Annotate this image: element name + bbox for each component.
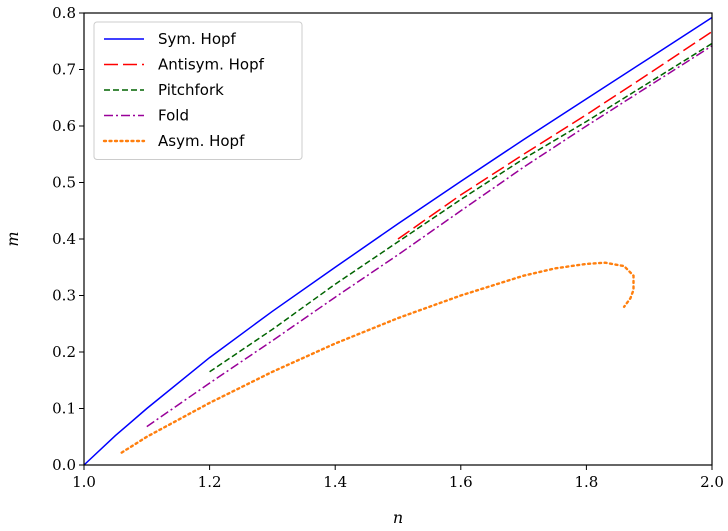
y-tick-label-5: 0.5 — [52, 174, 76, 192]
y-tick-label-1: 0.1 — [52, 400, 76, 418]
axis-ticks: 1.0 1.2 1.4 1.6 1.8 2.0 0.0 0.1 0.2 0.3 0.4 0.5 0.6 0… — [52, 4, 724, 491]
legend-box — [93, 21, 303, 160]
y-tick-label-6: 0.6 — [52, 117, 76, 135]
y-tick-label-2: 0.2 — [52, 343, 76, 361]
legend-label-0: Sym. Hopf — [158, 30, 237, 48]
legend-label-4: Asym. Hopf — [158, 132, 245, 150]
legend-label-2: Pitchfork — [158, 81, 224, 99]
y-tick-label-8: 0.8 — [52, 4, 76, 22]
y-tick-label-3: 0.3 — [52, 287, 76, 305]
plot-lines — [83, 16, 713, 466]
y-axis-label: m — [3, 231, 22, 246]
x-tick-label-5: 2.0 — [700, 473, 724, 491]
series-line-3 — [146, 45, 713, 428]
x-tick-label-0: 1.0 — [72, 473, 96, 491]
legend-label-3: Fold — [158, 107, 189, 125]
x-tick-label-1: 1.2 — [198, 473, 222, 491]
y-tick-label-4: 0.4 — [52, 230, 76, 248]
y-tick-label-7: 0.7 — [52, 61, 76, 79]
series-line-4 — [120, 261, 635, 454]
x-axis-label: n — [393, 508, 403, 527]
legend: Sym. Hopf Antisym. Hopf Pitchfork Fold Asym.… — [93, 21, 303, 160]
series-line-1 — [397, 30, 713, 240]
x-tick-label-3: 1.6 — [449, 473, 473, 491]
x-tick-label-4: 1.8 — [574, 473, 598, 491]
series-line-2 — [209, 42, 713, 373]
y-tick-label-0: 0.0 — [52, 456, 76, 474]
legend-label-1: Antisym. Hopf — [158, 56, 265, 74]
series-line-0 — [83, 16, 713, 466]
x-tick-label-2: 1.4 — [323, 473, 347, 491]
